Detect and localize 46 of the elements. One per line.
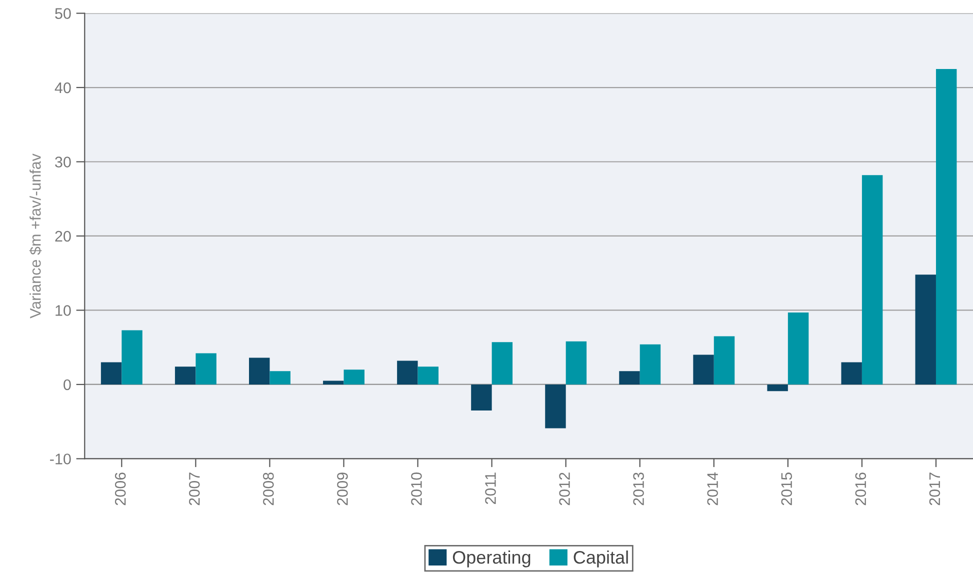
bar xyxy=(915,274,936,384)
legend-label: Operating xyxy=(452,550,530,568)
x-tick-label: 2007 xyxy=(188,472,200,506)
x-tick-label: 2011 xyxy=(485,472,496,504)
x-tick-label: 2015 xyxy=(781,472,792,506)
x-tick-label: 2010 xyxy=(411,472,422,506)
bar xyxy=(640,344,661,384)
bar xyxy=(788,312,809,384)
y-tick-label: 10 xyxy=(56,305,71,316)
bar xyxy=(492,342,513,384)
y-tick-label: 40 xyxy=(54,82,71,94)
bar xyxy=(397,360,418,384)
bar xyxy=(545,384,566,428)
y-tick-label: 50 xyxy=(55,8,71,19)
x-tick-label: 2006 xyxy=(114,472,126,506)
x-tick-label: 2012 xyxy=(559,472,570,506)
bar xyxy=(270,371,290,384)
bar xyxy=(936,68,957,384)
bar xyxy=(344,370,364,384)
legend-label: Capital xyxy=(574,550,628,568)
bar xyxy=(862,175,883,384)
bar xyxy=(122,330,142,384)
bar xyxy=(767,384,788,392)
x-tick-label: 2016 xyxy=(855,472,866,506)
bar xyxy=(471,384,492,410)
bar xyxy=(196,353,216,384)
bar xyxy=(323,380,344,384)
bar xyxy=(100,362,122,384)
bar xyxy=(693,354,714,384)
y-tick-label: 30 xyxy=(55,156,71,168)
bar xyxy=(174,366,196,384)
bar xyxy=(418,366,439,384)
bar xyxy=(619,371,640,384)
x-tick-label: 2013 xyxy=(633,472,644,506)
bar xyxy=(248,358,270,384)
y-tick-label: 0 xyxy=(64,379,71,390)
y-tick-label: 20 xyxy=(55,230,71,242)
y-axis-title: Variance $m +fav/-unfav xyxy=(29,154,42,318)
x-tick-label: 2014 xyxy=(707,472,718,506)
y-tick-label: -10 xyxy=(50,454,71,464)
x-tick-label: 2009 xyxy=(337,472,348,506)
bar xyxy=(566,341,587,384)
x-tick-label: 2008 xyxy=(263,472,274,506)
bar xyxy=(714,336,735,384)
bar xyxy=(841,362,862,384)
x-tick-label: 2017 xyxy=(929,472,940,506)
